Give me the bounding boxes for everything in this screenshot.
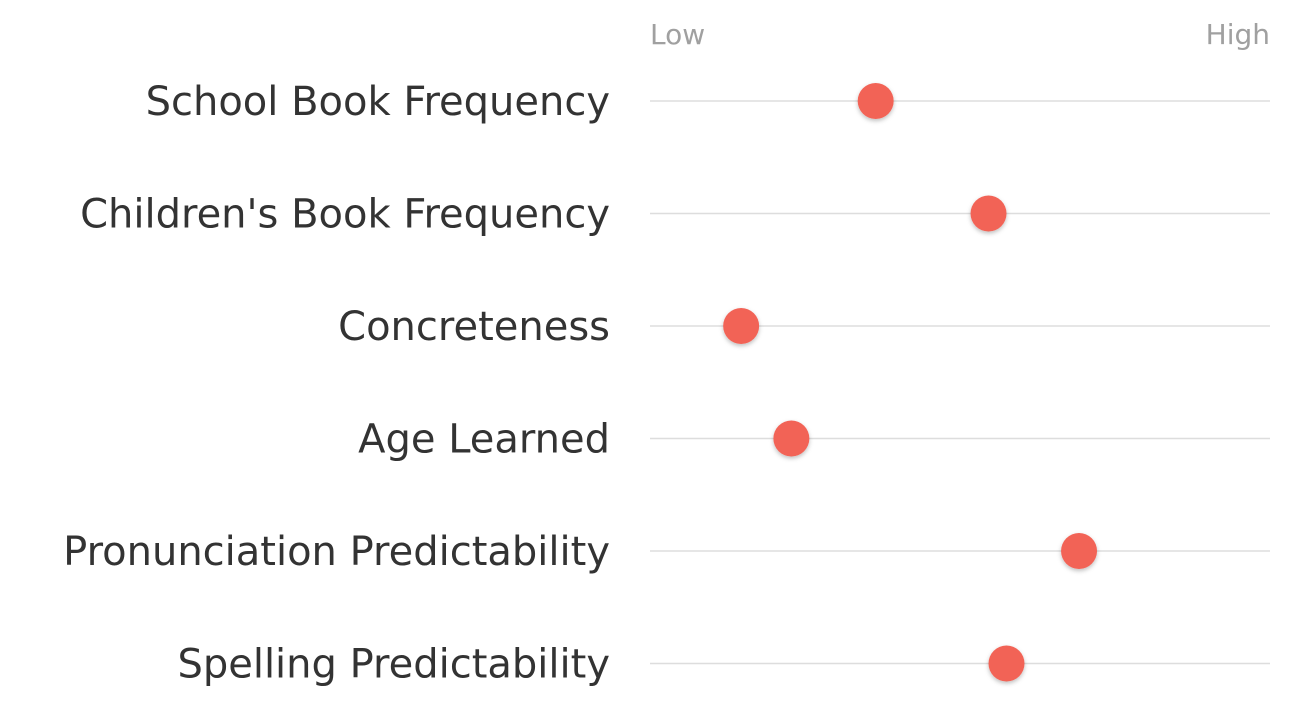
row-label: Children's Book Frequency [80,192,610,238]
scale-low-label: Low [650,18,705,51]
data-point [970,195,1007,232]
row-label: Spelling Predictability [177,642,610,688]
data-point [723,308,760,344]
chart-rows: School Book Frequency Children's Book Fre… [63,79,1270,688]
data-point [773,420,810,457]
row-label: School Book Frequency [146,79,610,125]
row-label: Pronunciation Predictability [63,529,610,575]
scale-high-label: High [1206,18,1270,51]
row-label: Age Learned [358,417,610,463]
data-point [988,645,1025,682]
data-point [1061,533,1098,569]
data-point [857,83,894,119]
row-label: Concreteness [338,304,610,350]
